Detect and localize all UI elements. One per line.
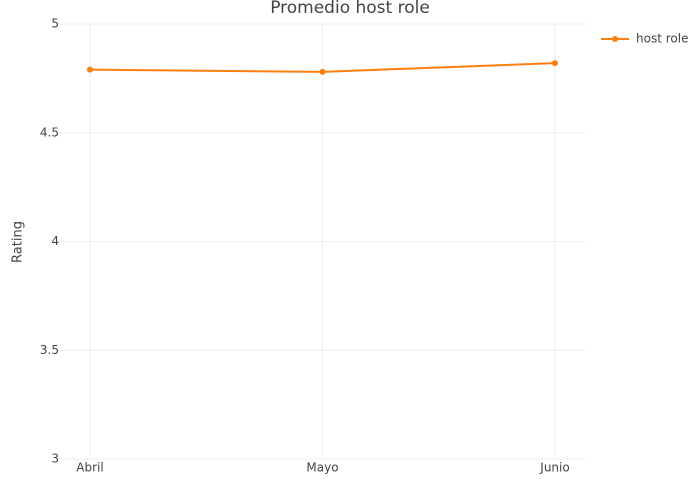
legend-label: host role	[636, 32, 688, 46]
point	[87, 66, 93, 73]
y-tick-label: 4	[51, 234, 59, 248]
legend-marker	[612, 36, 618, 42]
point	[552, 60, 558, 67]
x-tick-label: Junio	[539, 461, 569, 475]
x-tick-label: Mayo	[306, 461, 338, 475]
point	[319, 68, 326, 75]
y-tick-label: 4.5	[40, 125, 59, 139]
y-axis-label: Rating	[11, 221, 26, 263]
y-tick-label: 3	[51, 452, 59, 466]
y-tick-label: 5	[51, 17, 59, 31]
y-tick-label: 3.5	[40, 343, 59, 357]
chart-title: Promedio host role	[270, 0, 430, 18]
x-tick-label: Abril	[76, 461, 103, 475]
